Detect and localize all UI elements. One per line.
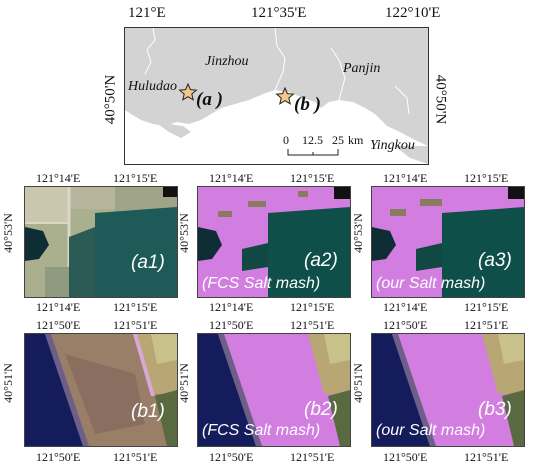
panel-a3-caption: (our Salt mash) — [376, 275, 486, 292]
overview-top-tick-1: 121°E — [128, 5, 166, 21]
panel-a2-caption: (FCS Salt mash) — [202, 275, 321, 292]
city-label-panjin: Panjin — [343, 61, 381, 76]
b2-lat-tick: 40°51'N — [177, 363, 191, 403]
site-a-star — [178, 82, 198, 101]
overview-right-lat-tick: 40°50'N — [432, 74, 449, 125]
b1-bottom-tick-1: 121°50'E — [36, 450, 81, 464]
panel-b1-image — [25, 334, 177, 446]
a2-lat-tick: 40°53'N — [177, 213, 191, 253]
panel-a1: (a1) — [24, 186, 178, 298]
city-label-jinzhou: Jinzhou — [205, 54, 249, 69]
site-label-b: (b ) — [294, 94, 321, 115]
overview-left-lat-tick: 40°50'N — [102, 74, 119, 125]
scale-label-12-5: 12.5 — [302, 133, 323, 147]
a1-bottom-tick-1: 121°14'E — [36, 300, 81, 314]
panel-b2: (b2) (FCS Salt mash) — [197, 333, 351, 447]
panel-a3: (a3) (our Salt mash) — [371, 186, 525, 298]
a1-top-tick-2: 121°15'E — [113, 171, 158, 185]
a3-top-tick-1: 121°14'E — [383, 171, 428, 185]
panel-a2-label: (a2) — [304, 250, 338, 271]
panel-b3-image — [372, 334, 524, 446]
scale-label-km: km — [348, 133, 364, 147]
b1-top-tick-2: 121°51'E — [113, 318, 158, 332]
panel-a3-image — [372, 187, 524, 297]
site-label-a: (a ) — [196, 89, 223, 110]
overview-map-graphic — [125, 28, 428, 164]
panel-b1-label: (b1) — [131, 401, 165, 422]
a3-bottom-tick-2: 121°15'E — [464, 300, 509, 314]
panel-b3-caption: (our Salt mash) — [376, 422, 486, 439]
panel-a2-image — [198, 187, 350, 297]
panel-b3: (b3) (our Salt mash) — [371, 333, 525, 447]
a3-lat-tick: 40°53'N — [351, 213, 365, 253]
a3-top-tick-2: 121°15'E — [464, 171, 509, 185]
a1-bottom-tick-2: 121°15'E — [113, 300, 158, 314]
panel-a1-label: (a1) — [131, 252, 165, 273]
panel-b2-caption: (FCS Salt mash) — [202, 422, 321, 439]
scale-label-0: 0 — [283, 133, 289, 147]
b1-bottom-tick-2: 121°51'E — [113, 450, 158, 464]
b2-top-tick-2: 121°51'E — [290, 318, 335, 332]
panel-b3-label: (b3) — [478, 399, 512, 420]
panel-a2: (a2) (FCS Salt mash) — [197, 186, 351, 298]
city-label-huludao: Huludao — [128, 79, 177, 94]
panel-a1-image — [25, 187, 177, 297]
b1-top-tick-1: 121°50'E — [36, 318, 81, 332]
b3-top-tick-2: 121°51'E — [464, 318, 509, 332]
a2-top-tick-2: 121°15'E — [290, 171, 335, 185]
overview-top-tick-3: 122°10'E — [385, 5, 441, 21]
b3-bottom-tick-2: 121°51'E — [464, 450, 509, 464]
overview-top-tick-2: 121°35'E — [251, 5, 307, 21]
a3-bottom-tick-1: 121°14'E — [383, 300, 428, 314]
panel-b2-label: (b2) — [304, 399, 338, 420]
b3-lat-tick: 40°51'N — [351, 363, 365, 403]
panel-b2-image — [198, 334, 350, 446]
a2-bottom-tick-1: 121°14'E — [209, 300, 254, 314]
a1-top-tick-1: 121°14'E — [36, 171, 81, 185]
b2-bottom-tick-1: 121°50'E — [209, 450, 254, 464]
a2-top-tick-1: 121°14'E — [209, 171, 254, 185]
site-b-star — [275, 86, 295, 105]
b3-top-tick-1: 121°50'E — [383, 318, 428, 332]
b3-bottom-tick-1: 121°50'E — [383, 450, 428, 464]
scale-label-25: 25 — [332, 133, 344, 147]
b2-bottom-tick-2: 121°51'E — [290, 450, 335, 464]
b1-lat-tick: 40°51'N — [1, 363, 15, 403]
a1-lat-tick: 40°53'N — [1, 213, 15, 253]
city-label-yingkou: Yingkou — [370, 138, 415, 153]
panel-a3-label: (a3) — [478, 250, 512, 271]
b2-top-tick-1: 121°50'E — [209, 318, 254, 332]
overview-map-frame — [124, 27, 429, 165]
a2-bottom-tick-2: 121°15'E — [290, 300, 335, 314]
panel-b1: (b1) — [24, 333, 178, 447]
